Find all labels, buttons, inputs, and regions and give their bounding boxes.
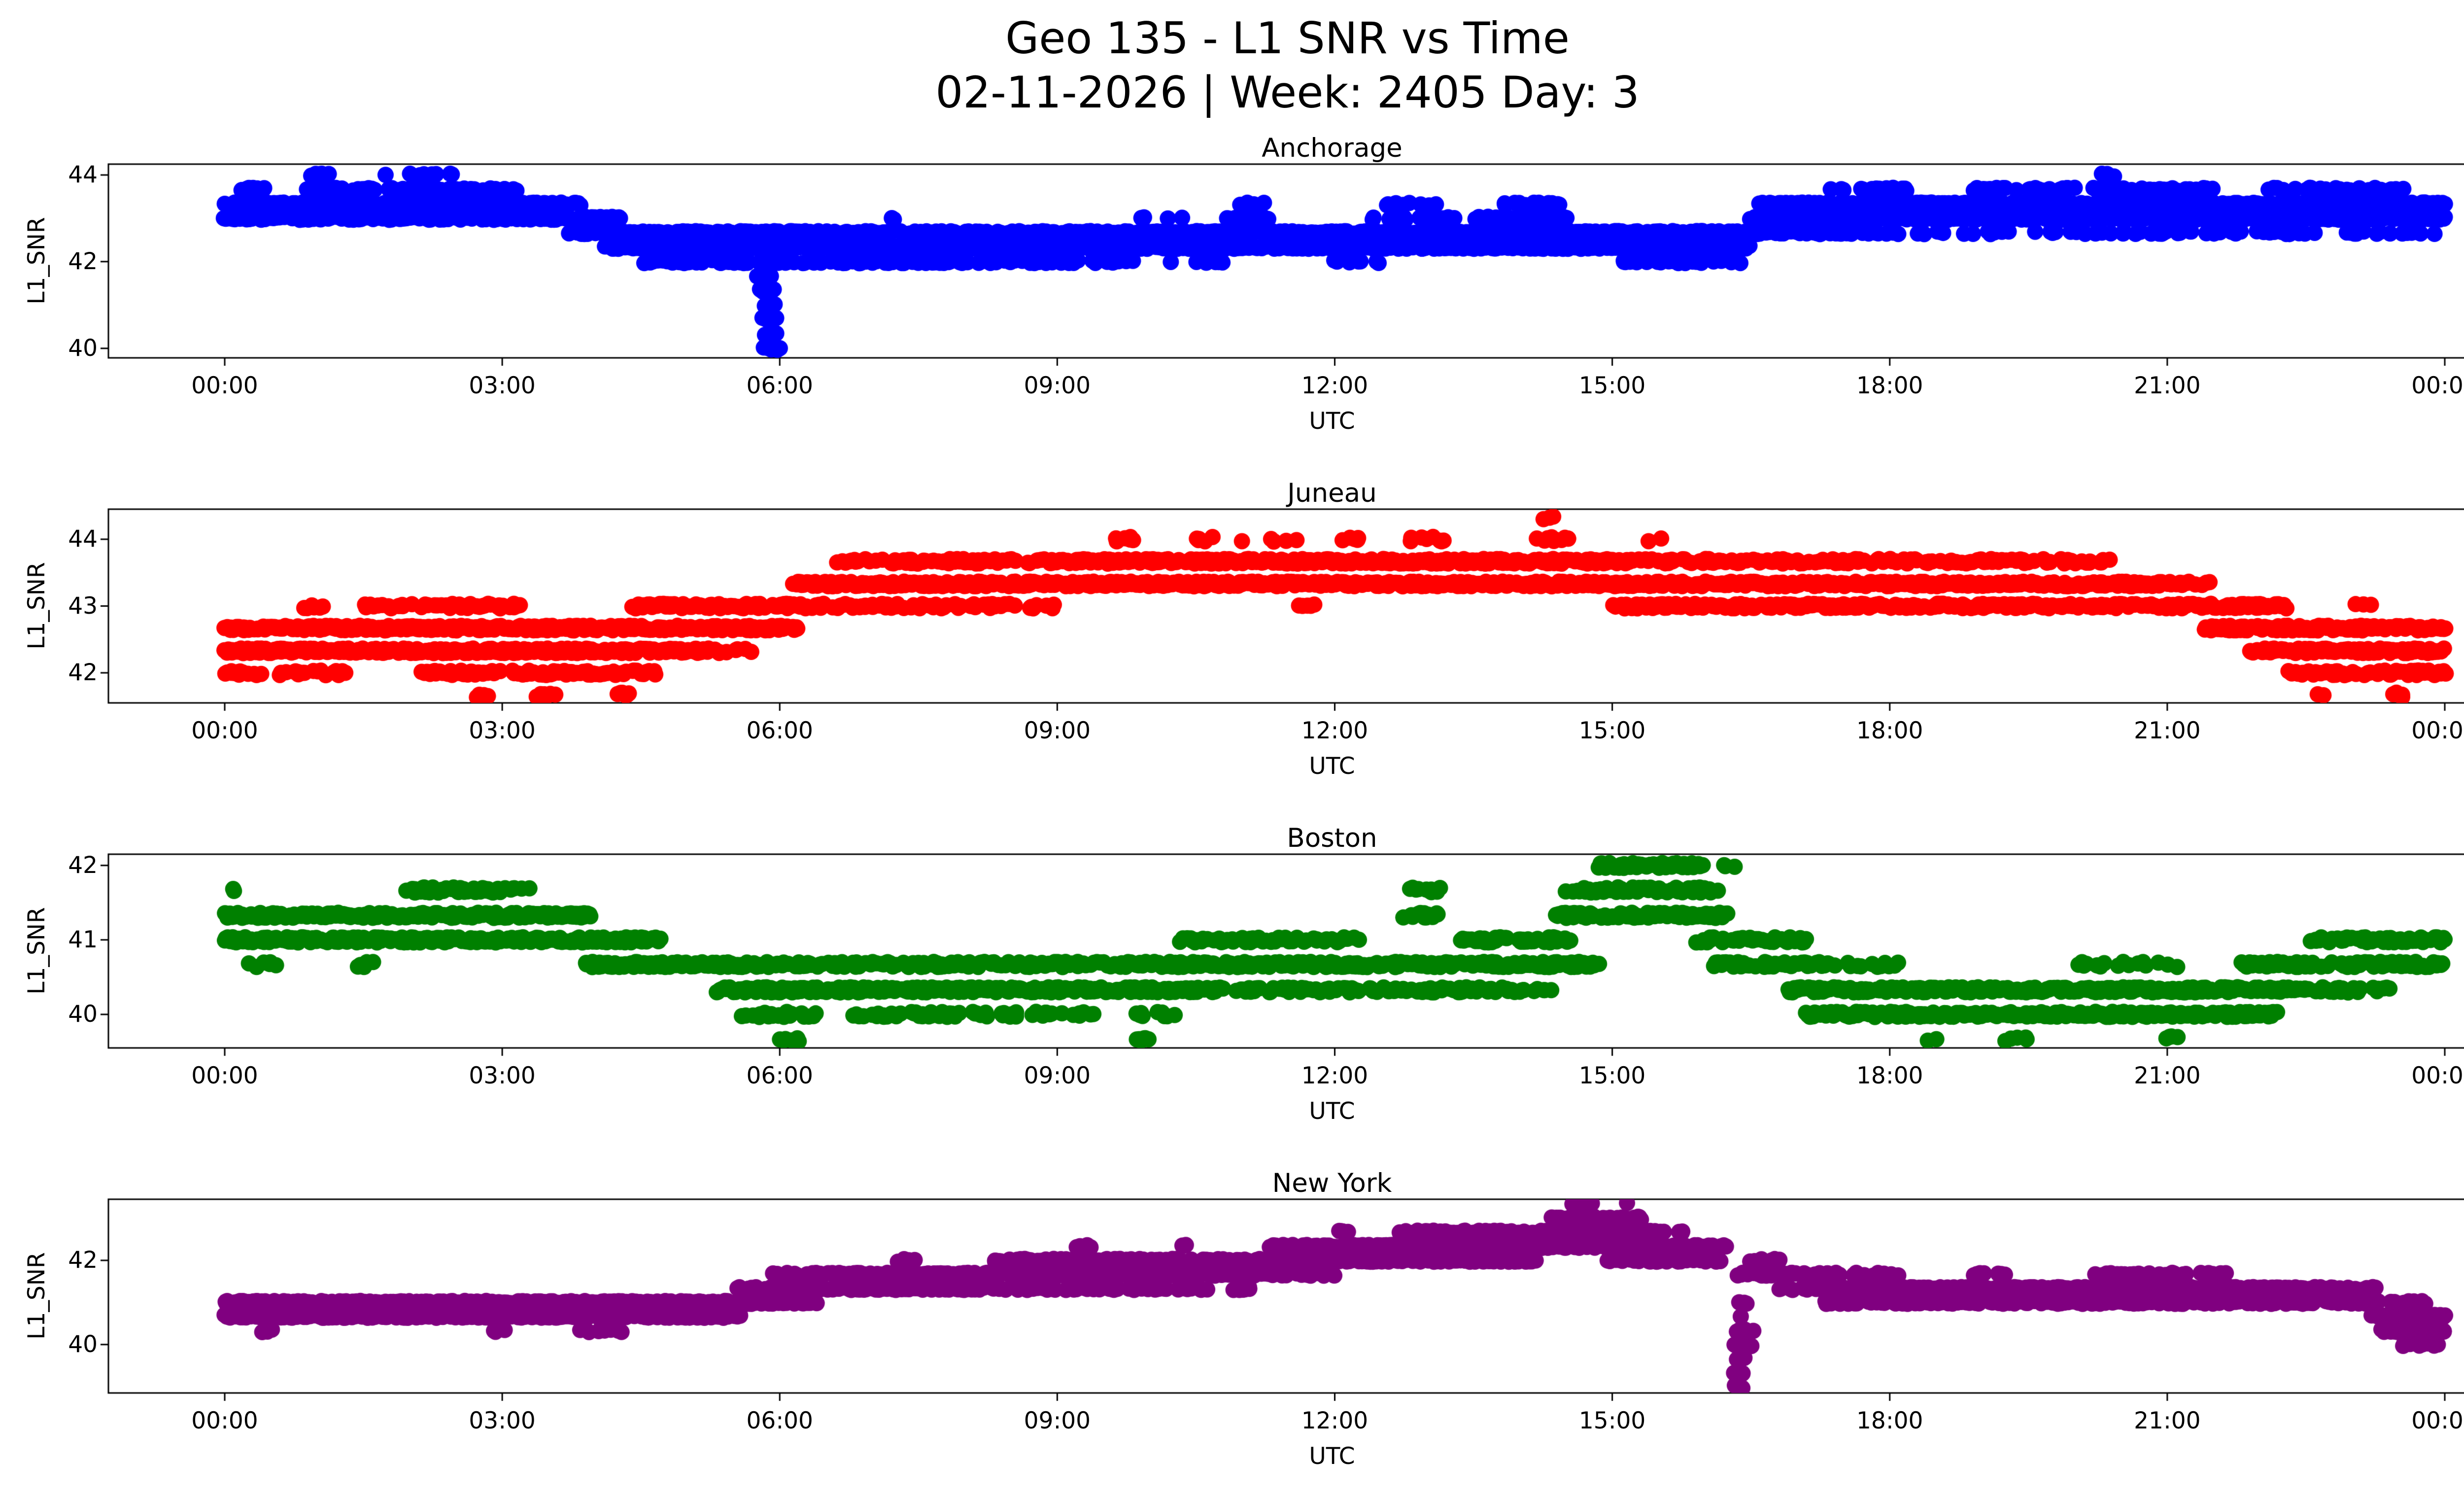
x-tick-label: 06:00: [746, 1407, 813, 1434]
x-tick-label: 18:00: [1856, 1062, 1923, 1089]
x-axis-label: UTC: [1309, 408, 1355, 435]
x-tick-label: 09:00: [1024, 717, 1091, 744]
x-tick-label: 15:00: [1578, 1062, 1646, 1089]
x-tick-label: 21:00: [2134, 1407, 2201, 1434]
subplot-title-anchorage: Anchorage: [1262, 133, 1403, 163]
x-tick-label: 03:00: [469, 372, 536, 399]
x-tick-label: 00:00: [191, 372, 258, 399]
y-tick-label: 41: [68, 926, 98, 953]
subplot-title-boston: Boston: [1287, 823, 1377, 853]
y-tick-label: 44: [68, 161, 98, 188]
x-tick-label: 12:00: [1301, 1407, 1369, 1434]
x-tick-label: 18:00: [1856, 717, 1923, 744]
x-tick-label: 06:00: [746, 1062, 813, 1089]
x-tick-label: 03:00: [469, 1062, 536, 1089]
y-tick-label: 40: [68, 1000, 98, 1028]
x-tick-label: 15:00: [1578, 717, 1646, 744]
x-tick-label: 06:00: [746, 372, 813, 399]
x-axis-label: UTC: [1309, 1098, 1355, 1125]
x-tick-label: 00:00: [191, 1407, 258, 1434]
x-axis-label: UTC: [1309, 753, 1355, 780]
x-tick-label: 09:00: [1024, 372, 1091, 399]
x-tick-label: 06:00: [746, 717, 813, 744]
x-tick-label: 21:00: [2134, 372, 2201, 399]
x-tick-label: 18:00: [1856, 372, 1923, 399]
y-tick-label: 42: [68, 659, 98, 687]
y-tick-label: 40: [68, 1330, 98, 1358]
x-tick-label: 09:00: [1024, 1062, 1091, 1089]
y-tick-label: 40: [68, 334, 98, 362]
x-tick-label: 21:00: [2134, 717, 2201, 744]
subplot-title-new-york: New York: [1272, 1168, 1392, 1198]
x-tick-label: 12:00: [1301, 372, 1369, 399]
x-tick-label: 00:00: [2411, 1407, 2464, 1434]
y-tick-label: 43: [68, 592, 98, 620]
x-tick-label: 12:00: [1301, 1062, 1369, 1089]
y-tick-label: 42: [68, 1246, 98, 1274]
y-axis-label: L1_SNR: [23, 1252, 50, 1340]
x-tick-label: 00:00: [2411, 1062, 2464, 1089]
x-tick-label: 00:00: [2411, 717, 2464, 744]
x-tick-label: 00:00: [191, 1062, 258, 1089]
y-tick-label: 42: [68, 247, 98, 275]
x-tick-label: 00:00: [2411, 372, 2464, 399]
x-tick-label: 15:00: [1578, 1407, 1646, 1434]
subplot-title-juneau: Juneau: [1287, 478, 1377, 508]
x-tick-label: 21:00: [2134, 1062, 2201, 1089]
x-tick-label: 18:00: [1856, 1407, 1923, 1434]
y-tick-label: 42: [68, 851, 98, 879]
x-tick-label: 12:00: [1301, 717, 1369, 744]
figure-title: Geo 135 - L1 SNR vs Time: [1005, 13, 1570, 64]
y-tick-label: 44: [68, 525, 98, 553]
x-axis-label: UTC: [1309, 1443, 1355, 1470]
x-tick-label: 09:00: [1024, 1407, 1091, 1434]
figure-subtitle: 02-11-2026 | Week: 2405 Day: 3: [935, 67, 1640, 118]
x-tick-label: 03:00: [469, 717, 536, 744]
x-tick-label: 03:00: [469, 1407, 536, 1434]
x-tick-label: 00:00: [191, 717, 258, 744]
x-tick-label: 15:00: [1578, 372, 1646, 399]
